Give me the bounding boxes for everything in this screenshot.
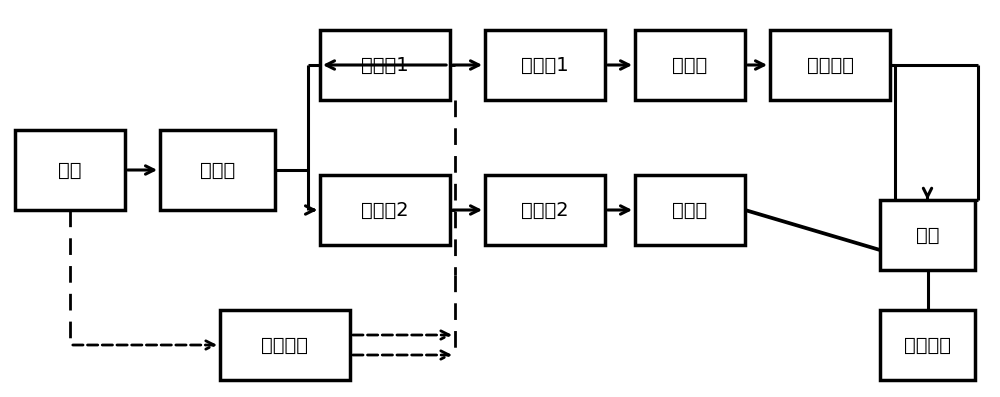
Text: 数据采集: 数据采集 [904,335,951,355]
Text: 探测光: 探测光 [672,200,708,220]
Bar [220,310,350,380]
Text: 泵浦光: 泵浦光 [672,56,708,75]
Bar [635,175,745,245]
Bar [320,175,450,245]
Bar [485,30,605,100]
Bar [485,175,605,245]
Text: 调制器1: 调制器1 [361,56,409,75]
Bar [320,30,450,100]
Bar [770,30,890,100]
Bar [635,30,745,100]
Text: 样品: 样品 [916,225,939,245]
Text: 调制器2: 调制器2 [361,200,409,220]
Bar [15,130,125,210]
Bar [880,200,975,270]
Bar [160,130,275,210]
Text: 放大器2: 放大器2 [521,200,569,220]
Text: 分束器: 分束器 [200,160,235,179]
Text: 电子延时: 电子延时 [262,335,308,355]
Text: 光源: 光源 [58,160,82,179]
Text: 光学延时: 光学延时 [806,56,854,75]
Bar [880,310,975,380]
Text: 放大器1: 放大器1 [521,56,569,75]
